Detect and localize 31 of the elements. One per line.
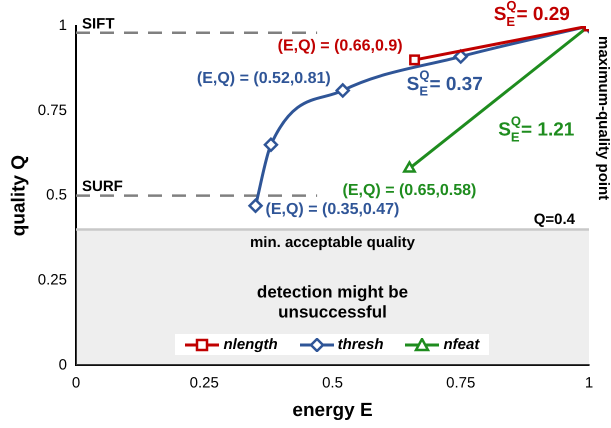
point xyxy=(454,49,468,64)
point xyxy=(336,83,350,98)
ref-line-label: Q=0.4 xyxy=(534,211,576,228)
y-tick-label: 0.75 xyxy=(38,102,67,119)
y-tick-label: 0.5 xyxy=(46,186,67,204)
y-tick-label: 0.25 xyxy=(38,272,67,289)
annotation: (E,Q) = (0.35,0.47) xyxy=(266,201,400,218)
y-axis-title: quality Q xyxy=(8,154,30,236)
point xyxy=(409,54,420,66)
annotation: (E,Q) = (0.65,0.58) xyxy=(342,182,476,199)
x-tick-label: 0.25 xyxy=(190,374,219,392)
annotation: (E,Q) = (0.52,0.81) xyxy=(196,70,331,87)
annotation: min. acceptable quality xyxy=(250,234,416,252)
x-tick-label: 0.75 xyxy=(446,374,476,392)
y-tick-label: 0 xyxy=(58,356,67,374)
x-tick-label: 1 xyxy=(584,374,594,392)
legend-label: nlength xyxy=(223,336,278,354)
y-tick-label: 1 xyxy=(58,17,67,34)
x-axis-title: energy E xyxy=(292,400,373,421)
x-tick-label: 0.5 xyxy=(322,374,343,392)
ref-line-label: SURF xyxy=(82,178,123,196)
point xyxy=(248,198,263,214)
point xyxy=(264,137,278,152)
legend-label: thresh xyxy=(338,336,384,354)
band-label: detection might be unsuccessful xyxy=(256,282,408,322)
point xyxy=(403,161,416,173)
x-tick-label: 0 xyxy=(72,374,80,392)
legend-label: nfeat xyxy=(443,336,480,354)
ref-line-label: SIFT xyxy=(82,15,114,32)
annotation: maximum-quality point xyxy=(594,36,611,200)
annotation: (E,Q) = (0.66,0.9) xyxy=(278,37,403,54)
